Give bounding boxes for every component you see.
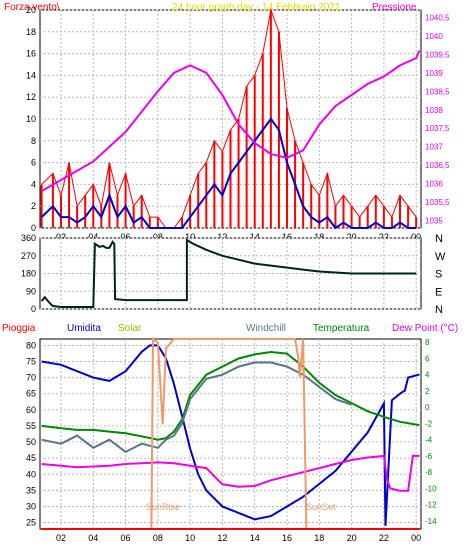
y-right-tick-label: -14 [425, 517, 437, 526]
y-tick-label: 0 [31, 223, 36, 233]
humidity-axis-ticks: 25 30 35 40 45 50 55 60 65 70 75 80 [26, 340, 36, 527]
wind-speed-axis-ticks: 0 2 4 6 8 10 12 14 16 18 20 [26, 5, 36, 233]
y-tick-label: 90 [26, 286, 36, 296]
y-right-tick-label: 1038,5 [425, 87, 450, 96]
chart-date-title: 24 hour graph day - 14 Febbraio 2021 [172, 2, 341, 13]
y-right-tick-label: -4 [425, 436, 433, 445]
y-tick-label: 16 [26, 49, 36, 59]
y-right-tick-label: 6 [425, 354, 430, 363]
x-tick-label: 02 [56, 533, 66, 543]
y-right-tick-label: 1036,5 [425, 161, 450, 170]
x-tick-label: 12 [217, 533, 227, 543]
y-right-tick-label: 1037 [425, 143, 443, 152]
x-tick-label: 08 [153, 533, 163, 543]
x-tick-label: 14 [250, 533, 260, 543]
y-tick-label: 14 [26, 70, 36, 80]
y-tick-label: 18 [26, 27, 36, 37]
pressure-title: Pressione [372, 2, 417, 13]
y-right-tick-label: 8 [425, 338, 430, 347]
y-tick-label: 65 [26, 389, 36, 399]
humidity-title: Umidita [67, 323, 101, 334]
y-right-tick-label: 2 [425, 387, 430, 396]
y-right-tick-label: 1039 [425, 69, 443, 78]
windchill-title: Windchill [246, 323, 286, 334]
sunrise-label: SunRise [146, 502, 180, 512]
y-right-tick-label: -12 [425, 501, 437, 510]
rain-title: Pioggia [2, 323, 36, 334]
y-right-tick-label: -8 [425, 468, 433, 477]
x-tick-label: 06 [121, 533, 131, 543]
y-tick-label: 25 [26, 518, 36, 528]
y-right-tick-label: 4 [425, 371, 430, 380]
y-right-tick-label: 1040,5 [425, 13, 450, 22]
sunset-label: SunSet [306, 502, 336, 512]
y-tick-label: 12 [26, 92, 36, 102]
y-tick-label: 70 [26, 373, 36, 383]
x-tick-label: 16 [282, 533, 292, 543]
pressure-axis-ticks: 1035 1035,5 1036 1036,5 1037 1037,5 1038 1038,5… [425, 13, 450, 225]
y-tick-label: 45 [26, 453, 36, 463]
compass-tick-label: N [435, 304, 443, 316]
x-tick-label: 04 [88, 533, 98, 543]
compass-tick-label: E [435, 286, 442, 298]
y-tick-label: 270 [21, 251, 36, 261]
y-tick-label: 360 [21, 233, 36, 243]
wind-speed-title: Forza vento\ [4, 2, 60, 13]
y-tick-label: 8 [31, 136, 36, 146]
temperature-axis-ticks: -14 -12 -10 -8 -6 -4 -2 0 2 4 6 8 [425, 338, 437, 526]
y-tick-label: 4 [31, 179, 36, 189]
y-tick-label: 60 [26, 405, 36, 415]
y-right-tick-label: 1040 [425, 32, 443, 41]
y-right-tick-label: -6 [425, 452, 433, 461]
temperature-title: Temperatura [313, 323, 370, 334]
x-tick-label: 22 [379, 533, 389, 543]
x-tick-label: 20 [347, 533, 357, 543]
temperature-humidity-panel: Pioggia Umidita Solar Windchill Temperat… [2, 323, 458, 543]
y-tick-label: 75 [26, 357, 36, 367]
y-tick-label: 35 [26, 485, 36, 495]
y-tick-label: 0 [31, 304, 36, 314]
y-right-tick-label: -2 [425, 419, 433, 428]
y-tick-label: 6 [31, 158, 36, 168]
y-tick-label: 2 [31, 201, 36, 211]
wind-direction-degree-ticks: 0 90 180 270 360 [21, 233, 36, 314]
temperature-humidity-plot-frame [40, 339, 421, 529]
y-tick-label: 180 [21, 269, 36, 279]
y-tick-label: 10 [26, 114, 36, 124]
y-tick-label: 55 [26, 421, 36, 431]
y-tick-label: 80 [26, 340, 36, 350]
x-tick-label: 18 [314, 533, 324, 543]
y-right-tick-label: 1037,5 [425, 124, 450, 133]
compass-tick-label: W [435, 251, 446, 263]
y-right-tick-label: 1035 [425, 217, 443, 226]
compass-tick-label: S [435, 269, 442, 281]
y-tick-label: 50 [26, 437, 36, 447]
x-tick-label: 10 [185, 533, 195, 543]
y-right-tick-label: 1035,5 [425, 198, 450, 207]
x-tick-label: 00 [411, 533, 421, 543]
bottom-time-axis-ticks: 02 04 06 08 10 12 14 16 18 20 22 00 [56, 533, 421, 543]
compass-tick-label: N [435, 233, 443, 245]
dewpoint-title: Dew Point (°C) [392, 323, 458, 334]
y-right-tick-label: 1038 [425, 106, 443, 115]
solar-title: Solar [118, 323, 142, 334]
y-right-tick-label: 0 [425, 403, 430, 412]
y-tick-label: 30 [26, 501, 36, 511]
y-right-tick-label: -10 [425, 484, 437, 493]
y-right-tick-label: 1036 [425, 180, 443, 189]
y-right-tick-label: 1039,5 [425, 50, 450, 59]
y-tick-label: 40 [26, 469, 36, 479]
